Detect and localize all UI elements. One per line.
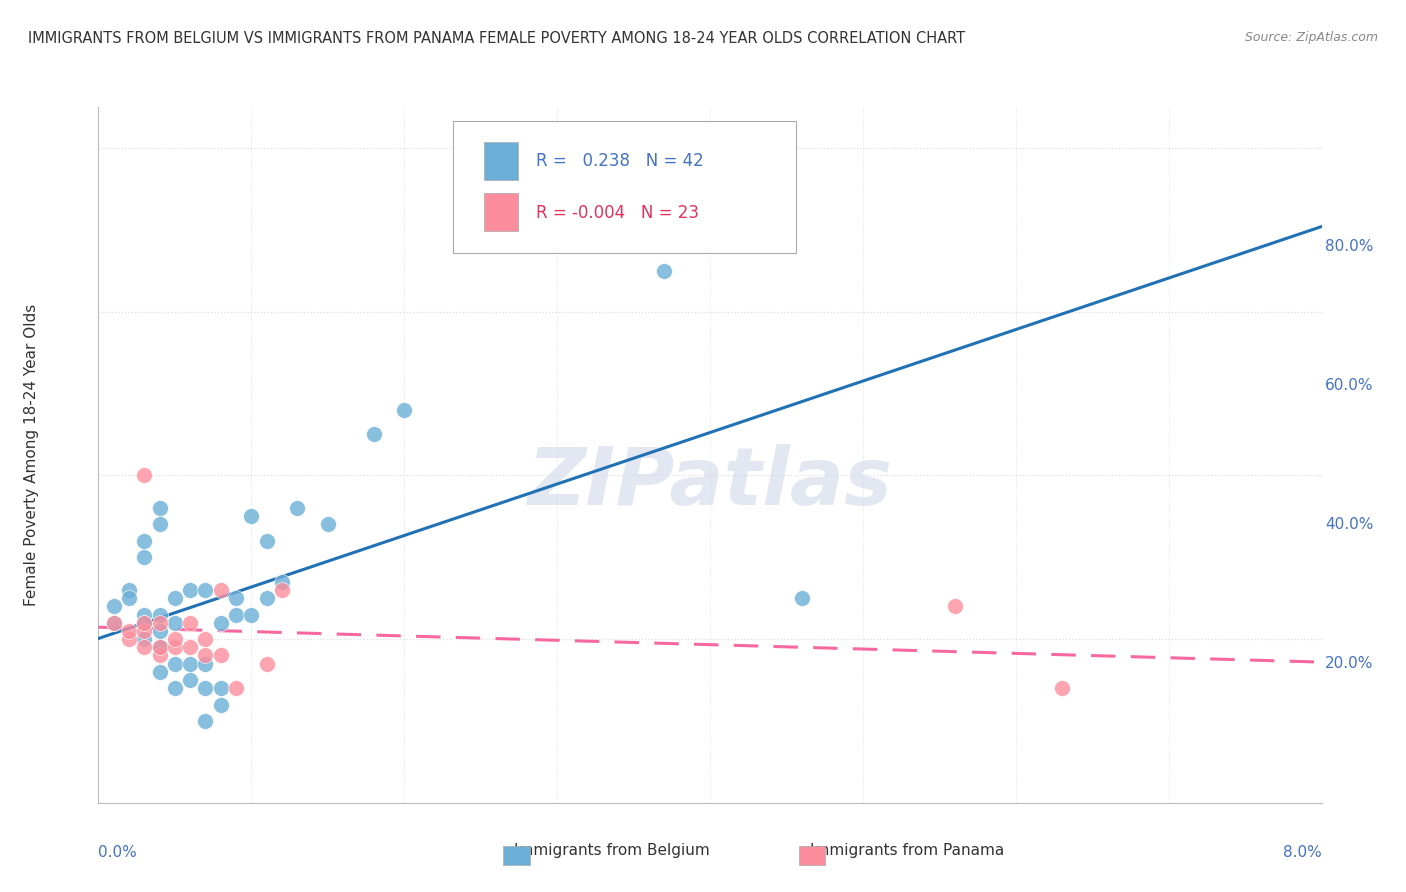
- Point: [149, 665, 172, 679]
- Point: [194, 714, 217, 728]
- Point: [240, 607, 263, 622]
- Text: Female Poverty Among 18-24 Year Olds: Female Poverty Among 18-24 Year Olds: [24, 304, 38, 606]
- Point: [149, 624, 172, 638]
- Point: [134, 533, 156, 548]
- Point: [118, 632, 141, 646]
- FancyBboxPatch shape: [453, 121, 796, 253]
- Point: [209, 681, 232, 696]
- Text: Immigrants from Belgium: Immigrants from Belgium: [513, 843, 710, 858]
- Text: Source: ZipAtlas.com: Source: ZipAtlas.com: [1244, 31, 1378, 45]
- Point: [652, 264, 675, 278]
- Point: [194, 681, 217, 696]
- Point: [149, 607, 172, 622]
- Text: R =   0.238   N = 42: R = 0.238 N = 42: [536, 153, 704, 170]
- Point: [118, 591, 141, 606]
- Point: [134, 632, 156, 646]
- Point: [134, 615, 156, 630]
- Point: [149, 648, 172, 663]
- Point: [103, 615, 125, 630]
- Point: [943, 599, 966, 614]
- Point: [179, 582, 201, 597]
- Point: [149, 501, 172, 516]
- Point: [225, 607, 247, 622]
- Text: 60.0%: 60.0%: [1326, 378, 1374, 392]
- Point: [134, 624, 156, 638]
- Point: [163, 632, 186, 646]
- Point: [179, 673, 201, 687]
- Text: Immigrants from Panama: Immigrants from Panama: [810, 843, 1004, 858]
- Point: [134, 640, 156, 655]
- Point: [179, 657, 201, 671]
- FancyBboxPatch shape: [484, 142, 517, 180]
- Point: [209, 648, 232, 663]
- Point: [316, 517, 339, 532]
- Point: [149, 517, 172, 532]
- Point: [790, 591, 813, 606]
- Point: [240, 509, 263, 524]
- Text: 40.0%: 40.0%: [1326, 517, 1374, 532]
- Point: [134, 607, 156, 622]
- Point: [149, 640, 172, 655]
- Point: [118, 624, 141, 638]
- Point: [363, 427, 385, 442]
- Point: [285, 501, 308, 516]
- Point: [256, 657, 278, 671]
- Point: [194, 632, 217, 646]
- Text: 0.0%: 0.0%: [98, 845, 138, 860]
- Point: [194, 582, 217, 597]
- Point: [149, 640, 172, 655]
- Point: [103, 599, 125, 614]
- Point: [163, 640, 186, 655]
- Point: [118, 582, 141, 597]
- Point: [194, 657, 217, 671]
- Point: [163, 681, 186, 696]
- Text: ZIPatlas: ZIPatlas: [527, 443, 893, 522]
- Point: [225, 591, 247, 606]
- Point: [392, 403, 416, 417]
- Point: [163, 657, 186, 671]
- Point: [256, 533, 278, 548]
- Text: 8.0%: 8.0%: [1282, 845, 1322, 860]
- Point: [270, 574, 294, 589]
- Point: [134, 550, 156, 565]
- Point: [134, 468, 156, 483]
- Point: [1050, 681, 1073, 696]
- Text: 80.0%: 80.0%: [1326, 239, 1374, 253]
- Point: [179, 640, 201, 655]
- Point: [149, 615, 172, 630]
- Point: [103, 615, 125, 630]
- Point: [163, 591, 186, 606]
- Point: [270, 582, 294, 597]
- Point: [134, 615, 156, 630]
- Point: [209, 698, 232, 712]
- Point: [209, 615, 232, 630]
- Point: [179, 615, 201, 630]
- Point: [194, 648, 217, 663]
- Text: IMMIGRANTS FROM BELGIUM VS IMMIGRANTS FROM PANAMA FEMALE POVERTY AMONG 18-24 YEA: IMMIGRANTS FROM BELGIUM VS IMMIGRANTS FR…: [28, 31, 966, 46]
- Point: [209, 582, 232, 597]
- FancyBboxPatch shape: [484, 193, 517, 231]
- Text: 20.0%: 20.0%: [1326, 657, 1374, 671]
- Point: [225, 681, 247, 696]
- Point: [256, 591, 278, 606]
- Text: R = -0.004   N = 23: R = -0.004 N = 23: [536, 203, 699, 222]
- Point: [163, 615, 186, 630]
